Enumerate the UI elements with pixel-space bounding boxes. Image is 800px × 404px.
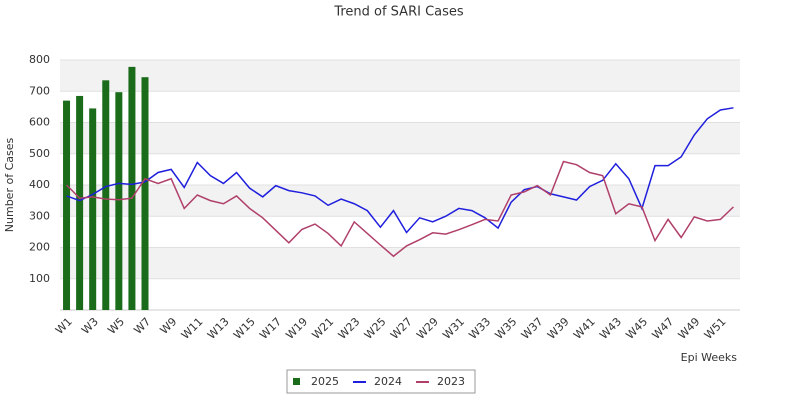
x-tick-label: W1 <box>53 315 75 337</box>
line <box>66 160 734 258</box>
x-tick-label: W49 <box>676 315 703 342</box>
y-tick-label: 700 <box>29 84 50 97</box>
legend-label: 2024 <box>374 375 402 388</box>
chart-title: Trend of SARI Cases <box>333 5 464 20</box>
grid-band <box>60 185 740 217</box>
bar <box>115 92 123 310</box>
x-tick-label: W47 <box>650 315 677 342</box>
x-tick-label: W5 <box>105 315 127 337</box>
bar <box>102 80 110 310</box>
y-tick-label: 100 <box>29 272 50 285</box>
x-tick-label: W37 <box>519 315 546 342</box>
line <box>66 107 734 234</box>
x-tick-label: W51 <box>702 315 729 342</box>
x-tick-label: W13 <box>205 315 232 342</box>
x-tick-label: W27 <box>388 315 415 342</box>
x-tick-label: W43 <box>597 315 624 342</box>
legend-label: 2023 <box>437 375 465 388</box>
bar <box>76 95 84 310</box>
legend-marker <box>293 378 300 385</box>
x-tick-label: W19 <box>283 315 310 342</box>
x-tick-label: W11 <box>179 315 206 342</box>
legend-box <box>286 369 476 394</box>
x-tick-label: W9 <box>158 315 180 337</box>
y-tick-label: 200 <box>29 241 50 254</box>
x-tick-label: W33 <box>466 315 493 342</box>
bar <box>89 108 97 310</box>
x-tick-label: W25 <box>362 315 389 342</box>
y-tick-label: 400 <box>29 178 50 191</box>
x-tick-label: W45 <box>623 315 650 342</box>
x-tick-label: W29 <box>414 315 441 342</box>
grid-band <box>60 60 740 92</box>
x-tick-label: W35 <box>493 315 520 342</box>
y-tick-label: 800 <box>29 53 50 66</box>
y-tick-label: 500 <box>29 147 50 160</box>
x-tick-label: W17 <box>257 315 284 342</box>
x-tick-label: W21 <box>310 315 337 342</box>
grid-band <box>60 247 740 279</box>
bar <box>128 66 136 310</box>
x-tick-label: W23 <box>336 315 363 342</box>
y-axis-title: Number of Cases <box>3 138 16 233</box>
x-tick-label: W31 <box>440 315 467 342</box>
bar <box>63 100 71 310</box>
grid-band <box>60 122 740 154</box>
legend-label: 2025 <box>311 375 339 388</box>
y-tick-label: 600 <box>29 116 50 129</box>
x-tick-label: W39 <box>545 315 572 342</box>
x-axis-title: Epi Weeks <box>681 351 738 364</box>
x-tick-label: W15 <box>231 315 258 342</box>
x-tick-label: W7 <box>131 315 153 337</box>
x-tick-label: W3 <box>79 315 101 337</box>
y-tick-label: 300 <box>29 209 50 222</box>
bar <box>141 77 149 310</box>
x-tick-label: W41 <box>571 315 598 342</box>
